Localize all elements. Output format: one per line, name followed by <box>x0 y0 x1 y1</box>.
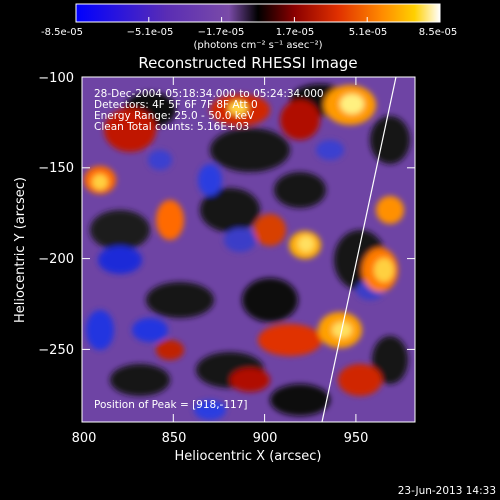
colorbar-tick-labels: -8.5e-05 −5.1e-05 −1.7e-05 1.7e-05 5.1e-… <box>41 27 457 38</box>
intensity-blob <box>104 108 156 152</box>
footer-date: 23-Jun-2013 14:33 <box>398 485 496 497</box>
intensity-blob <box>242 278 298 322</box>
colorbar-unit-label: (photons cm⁻² s⁻¹ asec⁻²) <box>193 40 322 51</box>
intensity-blob <box>370 116 410 164</box>
intensity-blob <box>92 174 108 190</box>
y-tick-label: −250 <box>38 343 74 358</box>
annotation-block: 28-Dec-2004 05:18:34.000 to 05:24:34.000… <box>94 88 324 133</box>
intensity-blob <box>98 246 142 274</box>
y-tick-labels: −100 −150 −200 −250 <box>38 71 74 358</box>
intensity-blob <box>372 336 408 384</box>
intensity-blob <box>230 368 270 392</box>
x-tick-label: 900 <box>253 431 278 446</box>
solar-limb-line <box>321 77 397 422</box>
annotation-time-range: 28-Dec-2004 05:18:34.000 to 05:24:34.000 <box>94 88 324 100</box>
y-tick-label: −150 <box>38 161 74 176</box>
annotation-energy-range: Energy Range: 25.0 - 50.0 keV <box>94 110 255 122</box>
x-axis-label: Heliocentric X (arcsec) <box>175 449 322 464</box>
intensity-blobs <box>84 84 410 420</box>
intensity-blob <box>316 140 344 160</box>
intensity-blob <box>156 340 184 360</box>
intensity-blob <box>146 282 214 318</box>
y-axis <box>82 76 415 350</box>
y-tick-label: −100 <box>38 71 74 86</box>
colorbar <box>75 3 441 23</box>
plot-frame <box>81 76 416 423</box>
image-area <box>82 77 415 422</box>
intensity-blob <box>376 196 404 224</box>
colorbar-tick-label: −5.1e-05 <box>127 27 174 38</box>
colorbar-tick-label: 1.7e-05 <box>276 27 314 38</box>
plot-title: Reconstructed RHESSI Image <box>138 54 357 72</box>
x-tick-label: 950 <box>344 431 369 446</box>
x-tick-label: 850 <box>162 431 187 446</box>
y-tick-label: −200 <box>38 252 74 267</box>
intensity-blob <box>340 94 364 114</box>
intensity-blob <box>298 236 314 252</box>
intensity-blob <box>156 200 184 240</box>
intensity-blob <box>224 228 256 252</box>
intensity-blob <box>194 400 226 420</box>
intensity-blob <box>338 364 382 396</box>
y-axis-label: Heliocentric Y (arcsec) <box>13 177 28 323</box>
intensity-blob <box>274 172 326 208</box>
annotation-detectors: Detectors: 4F 5F 6F 7F 8F Att 0 <box>94 99 258 111</box>
intensity-blob <box>270 384 330 416</box>
colorbar-tick-label: −1.7e-05 <box>198 27 245 38</box>
colorbar-tick-marks <box>75 17 441 22</box>
intensity-blob <box>90 210 150 250</box>
intensity-blob <box>198 164 222 196</box>
x-tick-label: 800 <box>72 431 97 446</box>
colorbar-tick-label: 5.1e-05 <box>349 27 387 38</box>
intensity-blob <box>110 364 170 396</box>
intensity-blob <box>148 150 172 170</box>
intensity-blob <box>228 101 248 115</box>
intensity-blob <box>132 318 168 342</box>
intensity-blob <box>200 188 260 232</box>
colorbar-tick-label: -8.5e-05 <box>41 27 83 38</box>
colorbar-tick-label: 8.5e-05 <box>419 27 457 38</box>
annotation-peak-position: Position of Peak = [918,-117] <box>94 399 248 411</box>
intensity-blob <box>86 310 114 350</box>
intensity-blob <box>210 128 290 172</box>
intensity-blob <box>280 100 320 140</box>
intensity-blob <box>374 258 394 282</box>
intensity-blob <box>258 324 322 356</box>
annotation-clean-counts: Clean Total counts: 5.16E+03 <box>94 121 249 133</box>
x-axis <box>81 77 357 422</box>
x-tick-labels: 800 850 900 950 <box>72 431 369 446</box>
intensity-blob <box>254 214 286 246</box>
